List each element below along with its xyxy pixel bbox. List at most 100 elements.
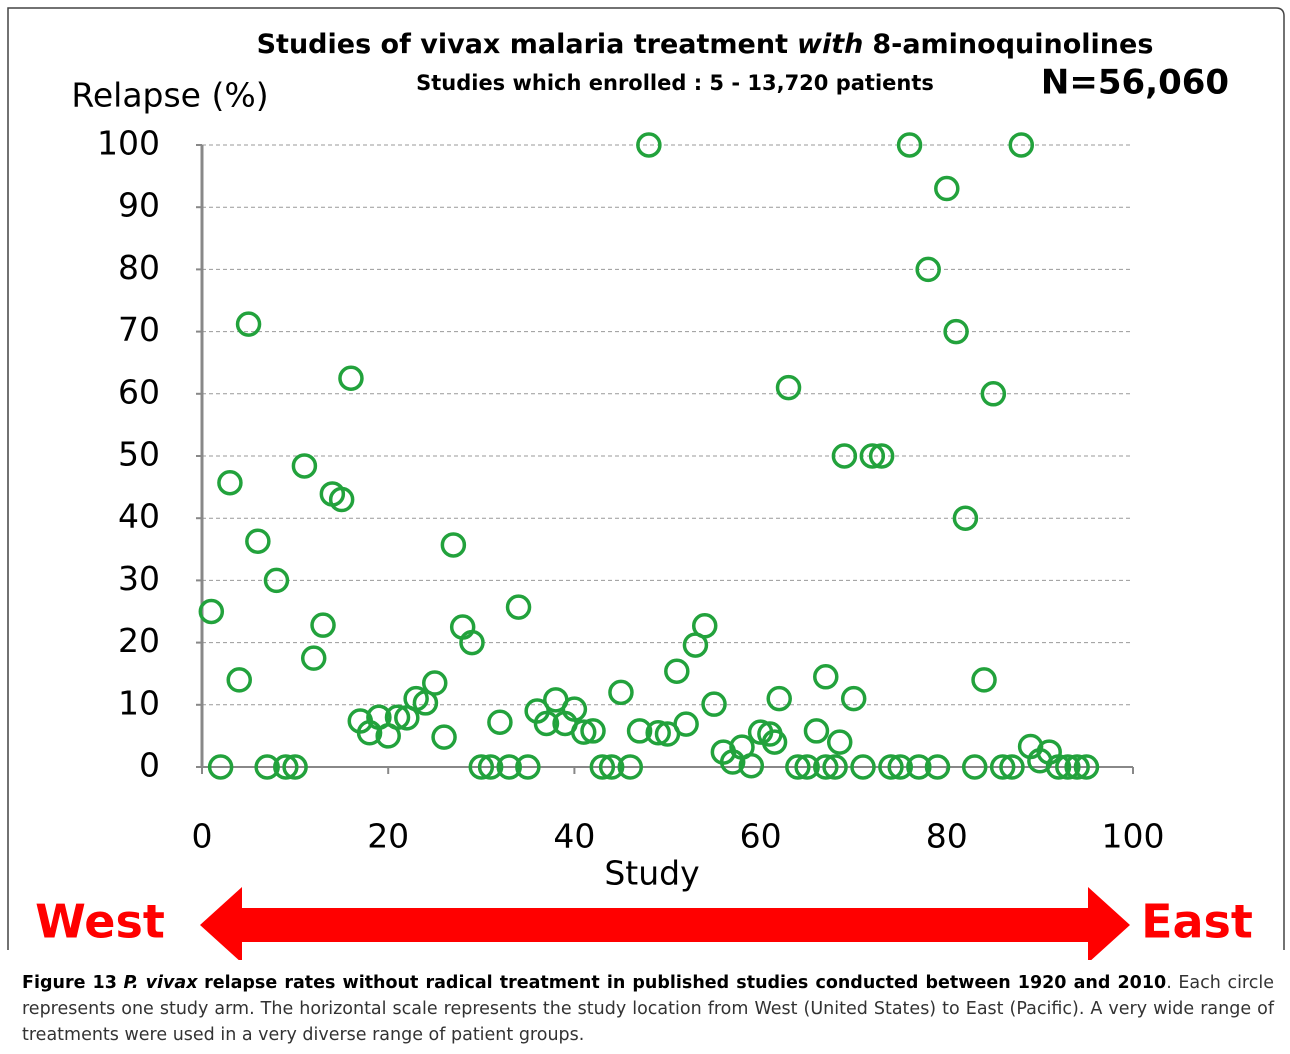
chart-title: Studies of vivax malaria treatment with 8-… xyxy=(257,29,1154,60)
x-tick-label: 20 xyxy=(367,817,409,856)
data-point xyxy=(598,754,625,780)
data-point xyxy=(664,658,690,684)
caption-label: Figure 13 xyxy=(22,973,117,993)
data-point xyxy=(868,443,895,469)
figure-frame xyxy=(7,7,1285,950)
data-point xyxy=(1008,132,1035,158)
y-tick-label: 20 xyxy=(118,621,160,660)
data-point xyxy=(943,318,969,345)
data-point xyxy=(589,754,616,780)
data-point xyxy=(580,718,606,744)
data-point xyxy=(263,567,290,594)
data-point xyxy=(384,704,411,730)
data-point xyxy=(924,754,951,780)
data-point xyxy=(887,754,913,780)
y-tick-label: 60 xyxy=(118,372,160,411)
y-tick-label: 90 xyxy=(118,186,160,225)
data-point xyxy=(673,711,699,737)
title-part: 8-aminoquinolines xyxy=(872,29,1153,60)
data-point xyxy=(840,685,867,712)
west-label: West xyxy=(35,895,165,949)
data-point xyxy=(1064,754,1090,780)
data-point xyxy=(813,664,839,690)
data-point xyxy=(980,381,1007,407)
x-tick-label: 40 xyxy=(553,817,595,856)
data-point xyxy=(570,719,597,745)
data-point xyxy=(245,528,271,554)
data-point xyxy=(785,754,811,780)
y-tick-label: 70 xyxy=(118,310,160,349)
x-tick-label: 80 xyxy=(926,817,968,856)
figure-caption: Figure 13 P. vivax relapse rates without… xyxy=(22,970,1274,1048)
data-point xyxy=(300,645,327,671)
data-point xyxy=(952,505,979,531)
data-point xyxy=(207,754,234,780)
data-point xyxy=(608,679,634,706)
east-label: East xyxy=(1141,895,1253,949)
data-point xyxy=(794,754,820,780)
y-tick-label: 40 xyxy=(118,497,160,536)
y-axis-label: Relapse (%) xyxy=(71,76,268,115)
caption-text: . Each circle represents one study arm. … xyxy=(22,973,1274,1045)
data-point xyxy=(477,754,504,780)
data-point xyxy=(459,629,485,656)
title-emphasis: with xyxy=(797,29,863,60)
data-point xyxy=(291,453,318,479)
data-point xyxy=(691,613,718,639)
y-tick-label: 50 xyxy=(118,435,160,474)
data-point xyxy=(859,443,886,469)
title-part: Studies of vivax malaria treatment xyxy=(257,29,788,60)
data-point xyxy=(645,720,671,746)
data-point xyxy=(422,670,448,696)
x-tick-label: 100 xyxy=(1102,817,1165,856)
data-point xyxy=(254,754,280,780)
x-axis-label: Study xyxy=(604,854,699,893)
chart: Studies of vivax malaria treatment with 8-… xyxy=(7,7,1285,960)
y-tick-label: 10 xyxy=(118,683,160,722)
data-point xyxy=(831,443,858,469)
data-point xyxy=(468,754,495,780)
data-point xyxy=(1073,754,1100,780)
y-tick-label: 0 xyxy=(139,746,160,785)
data-point xyxy=(412,690,439,716)
data-point xyxy=(826,729,853,755)
caption-species: P. vivax xyxy=(123,973,198,993)
data-point xyxy=(813,754,839,780)
data-point xyxy=(217,469,243,496)
data-point xyxy=(310,612,336,638)
data-point xyxy=(1045,754,1072,780)
chart-subtitle: Studies which enrolled : 5 - 13,720 pati… xyxy=(416,71,934,95)
data-point xyxy=(761,729,788,755)
direction-arrow xyxy=(200,887,1130,960)
x-tick-label: 0 xyxy=(192,817,213,856)
data-point xyxy=(328,486,355,513)
data-point xyxy=(440,532,467,558)
y-tick-label: 80 xyxy=(118,248,160,287)
y-tick-label: 30 xyxy=(118,559,160,598)
data-point xyxy=(561,696,588,722)
data-point xyxy=(934,175,960,202)
data-point xyxy=(226,667,252,693)
data-point xyxy=(878,754,904,780)
data-point xyxy=(961,754,988,780)
data-point xyxy=(999,754,1025,780)
data-point xyxy=(431,724,457,750)
data-point xyxy=(617,754,644,780)
data-point xyxy=(971,667,997,693)
data-point xyxy=(906,754,932,780)
data-point xyxy=(1055,754,1081,780)
data-point xyxy=(487,709,513,735)
x-tick-label: 60 xyxy=(740,817,782,856)
caption-title: relapse rates without radical treatment … xyxy=(204,973,1167,993)
data-point xyxy=(766,685,792,712)
data-point xyxy=(989,754,1016,780)
data-point xyxy=(505,594,532,620)
data-point xyxy=(803,718,830,744)
data-point xyxy=(338,365,364,391)
data-point xyxy=(626,718,653,744)
data-point xyxy=(198,598,225,625)
data-point xyxy=(775,374,802,401)
data-point xyxy=(915,256,941,283)
data-point xyxy=(636,132,662,158)
